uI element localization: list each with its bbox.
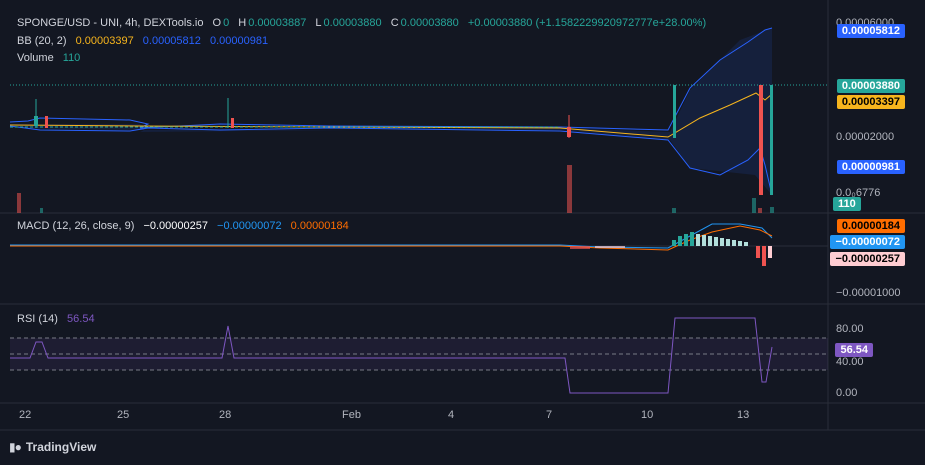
- macd-signal-tag: 0.00000184: [836, 219, 905, 233]
- volume-bar: [672, 208, 676, 213]
- volume-bar: [567, 165, 572, 213]
- candle: [34, 116, 38, 126]
- time-tick: 13: [737, 409, 750, 421]
- bb-upper-tag: 0.00005812: [836, 24, 905, 38]
- macd-hist-bar: [678, 236, 682, 246]
- candle: [567, 127, 571, 137]
- macd-hist-bar: [690, 232, 694, 246]
- bb-upper-value: 0.00005812: [142, 35, 201, 47]
- time-tick: 7: [546, 409, 553, 421]
- rsi-line: [10, 317, 773, 394]
- brand-label: TradingView: [25, 440, 97, 454]
- macd-hist-bar: [696, 234, 700, 246]
- time-tick: 28: [219, 409, 232, 421]
- volume-value: 110: [62, 52, 81, 64]
- macd-axis-low: −0.00001000: [836, 287, 901, 299]
- rsi-value-tag: 56.54: [835, 343, 873, 357]
- candle: [673, 85, 676, 138]
- price-axis-mid: 0.00002000: [836, 131, 895, 143]
- candle: [770, 85, 773, 195]
- rsi-legend[interactable]: RSI (14) 56.54: [17, 313, 97, 325]
- rsi-axis-40: 40.00: [836, 356, 864, 368]
- symbol-label: SPONGE/USD - UNI, 4h, DEXTools.io: [17, 17, 204, 29]
- macd-hist-bar: [738, 241, 742, 246]
- volume-label: Volume: [17, 52, 54, 64]
- time-tick: 22: [19, 409, 32, 421]
- bb-lower-band: [9, 125, 773, 196]
- macd-hist-bar: [672, 240, 676, 246]
- time-tick: 4: [448, 409, 455, 421]
- candles: [34, 85, 773, 195]
- bb-upper-band: [9, 27, 773, 131]
- bb-lower-tag: 0.00000981: [836, 160, 905, 174]
- high-value: 0.00003887: [248, 17, 307, 29]
- candle: [45, 116, 48, 128]
- volume-bar: [752, 198, 756, 213]
- volume-legend[interactable]: Volume 110: [17, 52, 82, 64]
- bb-legend[interactable]: BB (20, 2) 0.00003397 0.00005812 0.00000…: [17, 35, 270, 47]
- time-tick: 10: [641, 409, 654, 421]
- macd-hist-bar: [744, 242, 748, 246]
- open-value: 0: [223, 17, 230, 29]
- price-axis-bottom: 0.0₀6776: [836, 187, 881, 199]
- bb-lower-value: 0.00000981: [209, 35, 269, 47]
- volume-bars: [17, 165, 774, 213]
- candle: [759, 85, 763, 195]
- macd-hist-bar: [684, 234, 688, 246]
- macd-hist-bar: [720, 238, 724, 246]
- macd-hist-bar: [702, 235, 706, 246]
- tradingview-brand[interactable]: ▮● TradingView: [9, 440, 96, 454]
- rsi-value: 56.54: [67, 313, 95, 325]
- bb-basis-value: 0.00003397: [75, 35, 134, 47]
- volume-bar: [17, 193, 21, 213]
- time-tick: Feb: [342, 409, 361, 421]
- macd-hist-bar: [756, 246, 760, 258]
- rsi-pane[interactable]: [10, 317, 828, 394]
- volume-bar: [770, 207, 774, 213]
- rsi-axis-80: 80.00: [836, 323, 864, 335]
- macd-line-tag: −0.00000072: [830, 235, 905, 249]
- price-pane[interactable]: [9, 27, 828, 213]
- macd-hist-bar: [762, 246, 766, 266]
- open-label: O: [212, 17, 222, 29]
- volume-bar: [758, 208, 762, 213]
- macd-legend[interactable]: MACD (12, 26, close, 9) −0.00000257 −0.0…: [17, 220, 351, 232]
- macd-hist-value: −0.00000257: [143, 220, 208, 232]
- macd-signal-value: 0.00000184: [290, 220, 349, 232]
- time-tick: 25: [117, 409, 130, 421]
- bb-label: BB (20, 2): [17, 35, 67, 47]
- macd-hist-bar: [768, 246, 772, 258]
- macd-hist-bar: [570, 246, 590, 249]
- candle: [231, 118, 234, 128]
- macd-hist-bar: [726, 239, 730, 246]
- macd-hist-bar: [708, 236, 712, 246]
- high-label: H: [238, 17, 247, 29]
- macd-pane[interactable]: [10, 223, 828, 266]
- macd-line-value: −0.00000072: [217, 220, 282, 232]
- macd-histogram: [570, 232, 772, 266]
- macd-hist-bar: [714, 237, 718, 246]
- macd-hist-tag: −0.00000257: [830, 252, 905, 266]
- macd-hist-bar: [732, 240, 736, 246]
- volume-bar: [40, 208, 43, 213]
- macd-label: MACD (12, 26, close, 9): [17, 220, 135, 232]
- change-value: +0.00003880 (+1.1582229920972777e+28.00%…: [467, 17, 707, 29]
- volume-tag: 110: [833, 197, 861, 211]
- tradingview-logo-icon: ▮●: [9, 440, 22, 454]
- low-label: L: [315, 17, 322, 29]
- bb-basis-tag: 0.00003397: [836, 95, 905, 109]
- rsi-label: RSI (14): [17, 313, 58, 325]
- close-label: C: [390, 17, 399, 29]
- close-price-tag: 0.00003880: [836, 79, 905, 93]
- rsi-axis-0: 0.00: [836, 387, 858, 399]
- close-value: 0.00003880: [400, 17, 459, 29]
- macd-hist-bar: [595, 246, 625, 248]
- low-value: 0.00003880: [323, 17, 382, 29]
